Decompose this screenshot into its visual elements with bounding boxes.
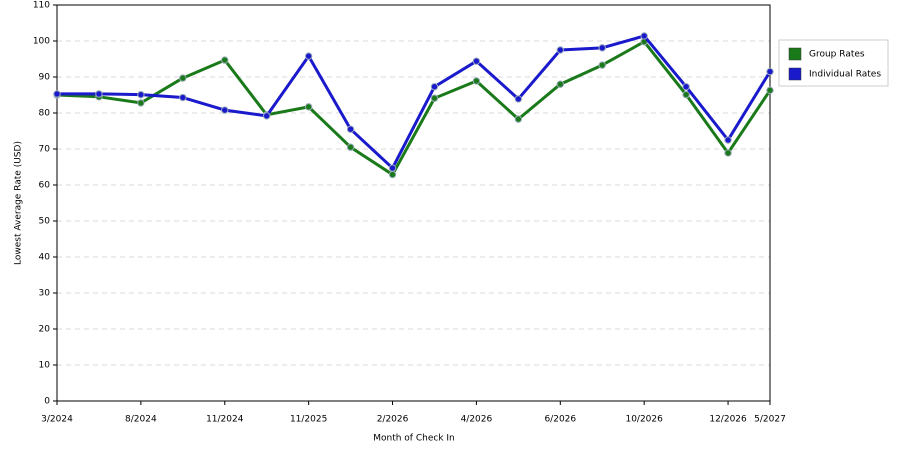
data-point — [514, 115, 523, 123]
y-tick-label: 0 — [44, 397, 50, 407]
x-tick-label: 5/2027 — [754, 415, 786, 425]
y-tick-label: 50 — [39, 217, 51, 227]
data-point — [304, 52, 313, 60]
y-tick-label: 90 — [39, 73, 51, 83]
y-axis-title: Lowest Average Rate (USD) — [14, 141, 24, 265]
y-tick-label: 20 — [39, 325, 51, 335]
x-tick-label: 2/2026 — [377, 415, 409, 425]
data-point — [346, 125, 355, 133]
data-point — [388, 164, 397, 172]
data-point — [598, 44, 606, 52]
data-point — [179, 74, 187, 82]
data-point — [430, 94, 439, 102]
data-point — [514, 95, 523, 103]
data-point — [346, 143, 355, 151]
x-axis-title: Month of Check In — [373, 434, 455, 444]
data-point — [388, 170, 397, 179]
y-tick-label: 10 — [39, 361, 51, 371]
x-tick-label: 8/2024 — [125, 415, 157, 425]
y-tick-label: 100 — [33, 37, 50, 47]
y-tick-label: 30 — [39, 289, 51, 299]
legend-swatch — [788, 47, 802, 61]
plot-border — [56, 4, 771, 402]
data-point — [682, 83, 690, 91]
x-tick-label: 3/2024 — [41, 415, 73, 425]
data-point — [137, 99, 145, 107]
series-line — [56, 40, 772, 177]
data-point — [95, 90, 103, 98]
legend-label: Group Rates — [809, 50, 865, 60]
y-tick-label: 110 — [33, 1, 50, 11]
data-point — [766, 86, 774, 95]
data-point — [472, 77, 481, 85]
data-point — [137, 90, 145, 99]
plot-area — [57, 5, 770, 401]
data-point — [766, 67, 774, 76]
legend-label: Individual Rates — [809, 70, 881, 80]
x-tick-label: 11/2024 — [206, 415, 244, 425]
series-line — [57, 34, 772, 170]
x-tick-label: 4/2026 — [461, 415, 493, 425]
data-point — [724, 136, 732, 144]
data-point — [53, 90, 61, 98]
data-point — [179, 93, 187, 102]
data-point — [556, 80, 564, 88]
data-point — [430, 83, 439, 91]
data-point — [724, 149, 732, 157]
x-tick-label: 10/2026 — [625, 415, 663, 425]
x-tick-label: 6/2026 — [544, 415, 576, 425]
x-tick-label: 11/2025 — [290, 415, 327, 425]
data-point — [640, 32, 648, 40]
x-tick-label: 12/2026 — [709, 415, 747, 425]
data-point — [304, 103, 313, 111]
data-point — [221, 56, 229, 64]
data-point — [472, 57, 481, 65]
y-tick-label: 80 — [39, 109, 51, 119]
legend-swatch — [788, 67, 802, 81]
data-point — [263, 112, 271, 120]
data-point — [221, 106, 229, 114]
data-point — [556, 46, 564, 54]
data-point — [598, 61, 606, 69]
y-tick-label: 40 — [39, 253, 51, 263]
y-tick-label: 60 — [39, 181, 51, 191]
y-tick-label: 70 — [39, 145, 51, 155]
data-point — [682, 90, 690, 99]
